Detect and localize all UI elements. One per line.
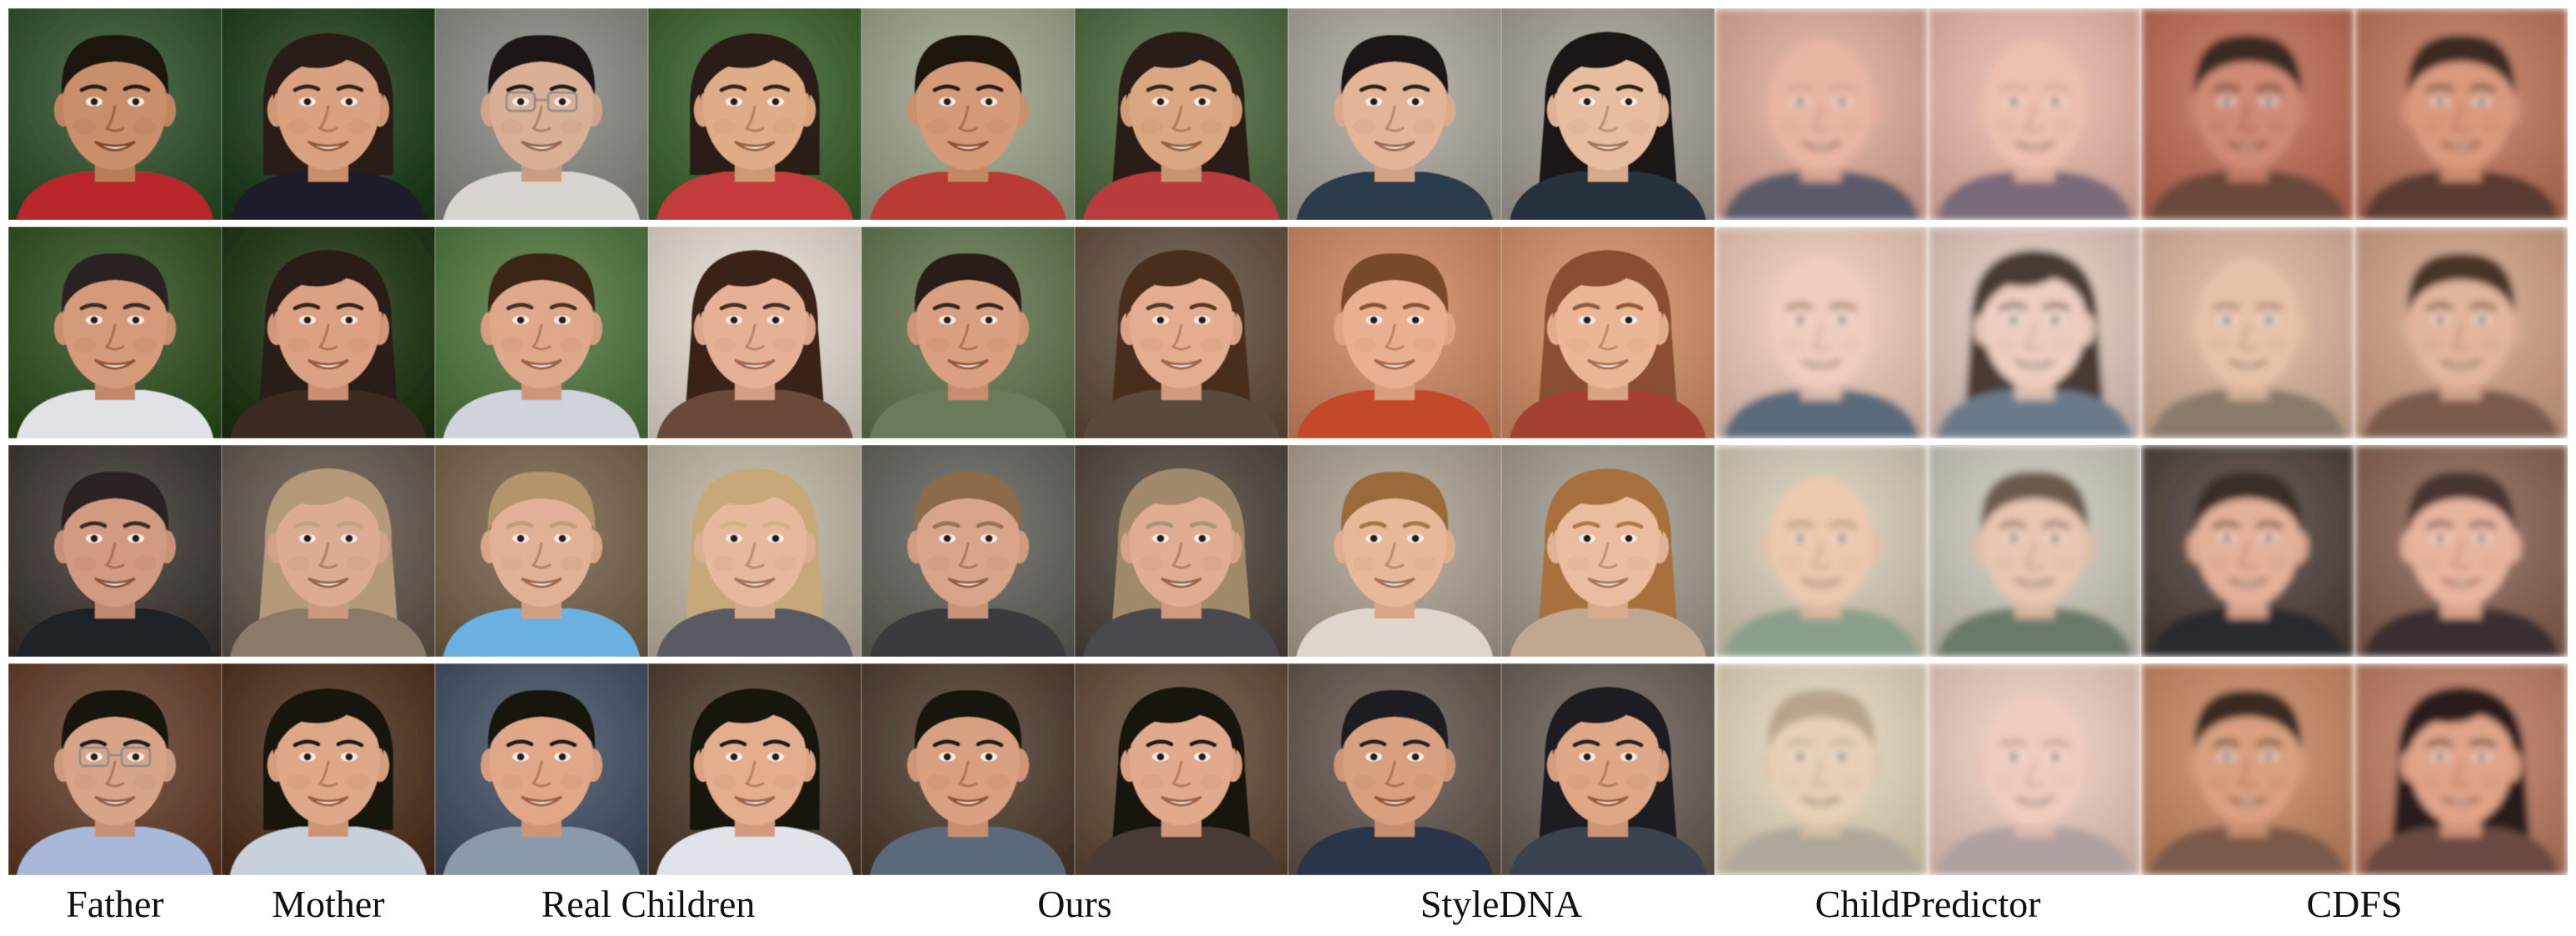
face-image-ours-2-row-4 <box>1075 663 1288 875</box>
face-image-cdfs-1-row-1 <box>2141 8 2354 220</box>
face-image-cdfs-2-row-4 <box>2354 663 2568 875</box>
face-image-ours-2-row-3 <box>1075 445 1288 657</box>
face-image-real-child-1-row-4 <box>435 663 648 875</box>
face-image-styledna-1-row-4 <box>1288 663 1501 875</box>
face-image-styledna-2-row-3 <box>1501 445 1715 657</box>
face-image-childpredictor-2-row-3 <box>1928 445 2141 657</box>
face-image-cdfs-1-row-4 <box>2141 663 2354 875</box>
face-image-ours-2-row-1 <box>1075 8 1288 220</box>
face-image-ours-1-row-2 <box>861 227 1075 438</box>
face-image-real-child-1-row-1 <box>435 8 648 220</box>
face-image-styledna-2-row-1 <box>1501 8 1715 220</box>
face-image-cdfs-2-row-2 <box>2354 227 2568 438</box>
face-image-grid <box>8 8 2568 875</box>
face-image-real-child-2-row-4 <box>648 663 861 875</box>
face-image-real-child-2-row-3 <box>648 445 861 657</box>
face-image-styledna-2-row-4 <box>1501 663 1715 875</box>
label-cdfs: CDFS <box>2306 883 2403 925</box>
face-image-real-child-1-row-2 <box>435 227 648 438</box>
face-image-cdfs-2-row-3 <box>2354 445 2568 657</box>
face-image-ours-1-row-1 <box>861 8 1075 220</box>
face-image-mother-row-3 <box>222 445 435 657</box>
face-image-mother-row-4 <box>222 663 435 875</box>
face-image-father-row-1 <box>8 8 222 220</box>
face-image-real-child-1-row-3 <box>435 445 648 657</box>
label-childpredictor: ChildPredictor <box>1815 883 2041 925</box>
face-image-cdfs-2-row-1 <box>2354 8 2568 220</box>
label-father: Father <box>66 883 164 925</box>
face-image-childpredictor-2-row-4 <box>1928 663 2141 875</box>
face-image-real-child-2-row-2 <box>648 227 861 438</box>
label-mother: Mother <box>272 883 385 925</box>
face-image-childpredictor-1-row-4 <box>1715 663 1928 875</box>
label-real-children: Real Children <box>541 883 756 925</box>
face-image-mother-row-1 <box>222 8 435 220</box>
face-image-childpredictor-2-row-2 <box>1928 227 2141 438</box>
face-image-father-row-3 <box>8 445 222 657</box>
face-image-father-row-4 <box>8 663 222 875</box>
face-image-real-child-2-row-1 <box>648 8 861 220</box>
face-image-father-row-2 <box>8 227 222 438</box>
face-image-childpredictor-2-row-1 <box>1928 8 2141 220</box>
face-image-styledna-2-row-2 <box>1501 227 1715 438</box>
label-ours: Ours <box>1037 883 1112 925</box>
face-image-ours-1-row-4 <box>861 663 1075 875</box>
face-image-styledna-1-row-2 <box>1288 227 1501 438</box>
face-image-childpredictor-1-row-2 <box>1715 227 1928 438</box>
face-image-mother-row-2 <box>222 227 435 438</box>
face-image-ours-2-row-2 <box>1075 227 1288 438</box>
face-image-styledna-1-row-3 <box>1288 445 1501 657</box>
face-image-childpredictor-1-row-1 <box>1715 8 1928 220</box>
label-styledna: StyleDNA <box>1420 883 1583 925</box>
face-image-cdfs-1-row-3 <box>2141 445 2354 657</box>
face-image-styledna-1-row-1 <box>1288 8 1501 220</box>
face-image-childpredictor-1-row-3 <box>1715 445 1928 657</box>
face-image-cdfs-1-row-2 <box>2141 227 2354 438</box>
face-image-ours-1-row-3 <box>861 445 1075 657</box>
column-labels: Father Mother Real Children Ours StyleDN… <box>8 877 2568 932</box>
